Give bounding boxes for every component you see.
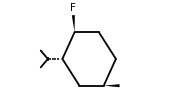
Polygon shape <box>104 84 120 87</box>
Polygon shape <box>72 15 75 32</box>
Text: F: F <box>70 3 76 13</box>
